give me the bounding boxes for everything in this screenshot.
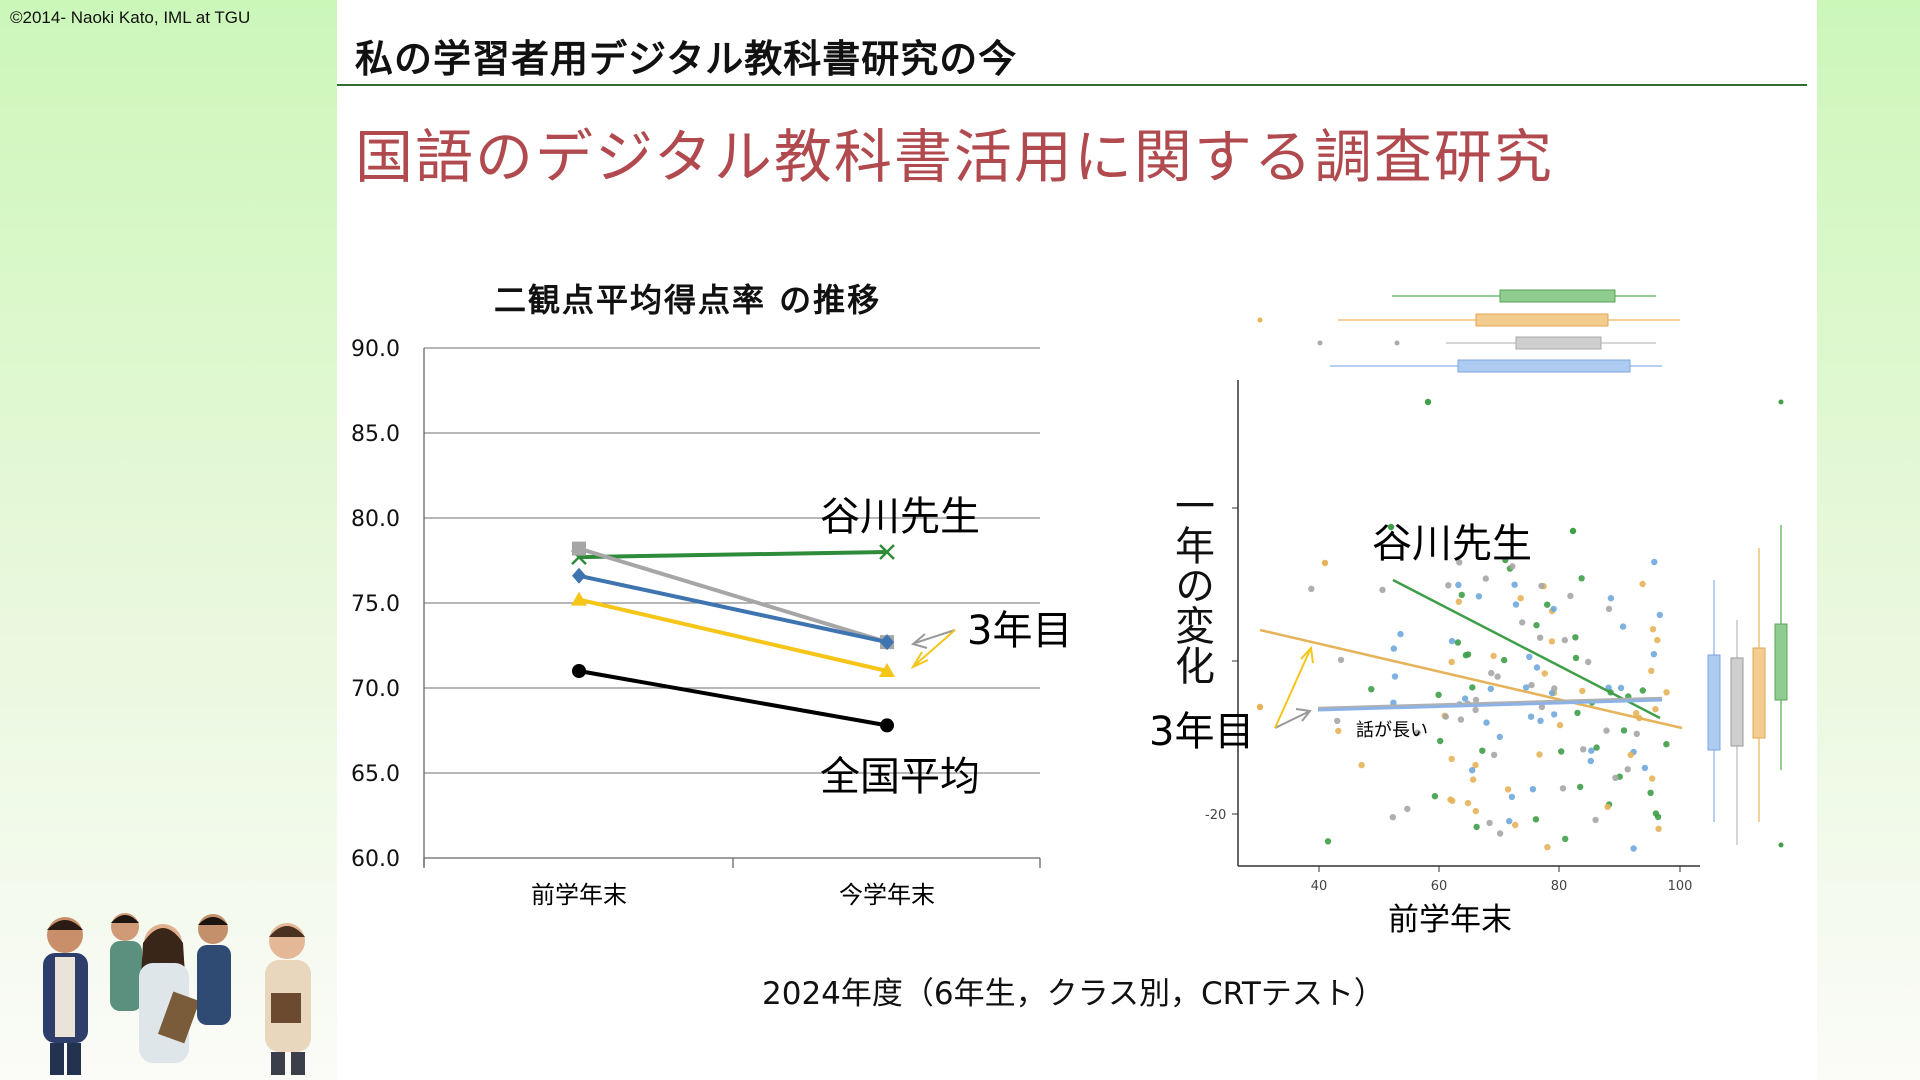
- copyright-text: ©2014- Naoki Kato, IML at TGU: [10, 8, 251, 27]
- students-illustration: [43, 913, 311, 1075]
- header-divider: [337, 84, 1807, 86]
- footer-note: 2024年度（6年生，クラス別，CRTテスト）: [762, 976, 1385, 1012]
- line-chart-title: 二観点平均得点率 の推移: [494, 281, 882, 319]
- slide-background: [337, 0, 1817, 1080]
- header-title: 私の学習者用デジタル教科書研究の今: [355, 37, 1018, 81]
- scatter-ylabel: 一年の変化: [1168, 485, 1214, 685]
- main-title: 国語のデジタル教科書活用に関する調査研究: [355, 123, 1554, 191]
